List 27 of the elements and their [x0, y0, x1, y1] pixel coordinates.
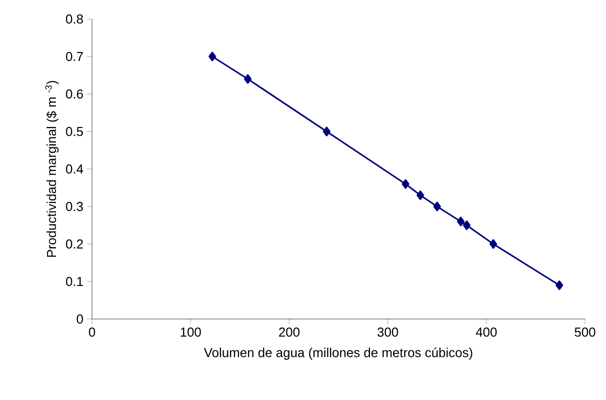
- point: [433, 202, 441, 212]
- x-tick-label: 100: [180, 328, 201, 337]
- y-tick-label: 0.8: [66, 14, 83, 24]
- point: [456, 216, 465, 226]
- point: [416, 190, 424, 200]
- x-tick-label: 400: [476, 328, 497, 337]
- x-tick-label: 0: [88, 328, 96, 337]
- y-tick-label: 0.3: [66, 202, 83, 212]
- y-tick-label: 0.5: [66, 126, 83, 136]
- y-tick-label: 0: [76, 314, 83, 324]
- point: [490, 239, 498, 249]
- y-tick-label: 0.1: [66, 276, 83, 286]
- y-axis-title: Productividad marginal ($ m $^{-3}$): [45, 80, 59, 257]
- x-tick-label: 300: [378, 328, 398, 337]
- point: [402, 179, 410, 189]
- point: [244, 74, 252, 84]
- point: [556, 280, 564, 290]
- y-tick-label: 0.4: [66, 164, 84, 174]
- point: [322, 126, 330, 136]
- y-tick-label: 0.7: [66, 52, 83, 62]
- x-tick-label: 200: [279, 328, 300, 337]
- y-tick-label: 0.6: [66, 89, 83, 99]
- y-tick-label: 0.2: [66, 239, 83, 249]
- point: [208, 52, 216, 62]
- x-tick-label: 500: [574, 328, 596, 337]
- point: [462, 220, 470, 230]
- x-axis-title: Volumen de agua (millones de metros cúbicos): [204, 348, 472, 360]
